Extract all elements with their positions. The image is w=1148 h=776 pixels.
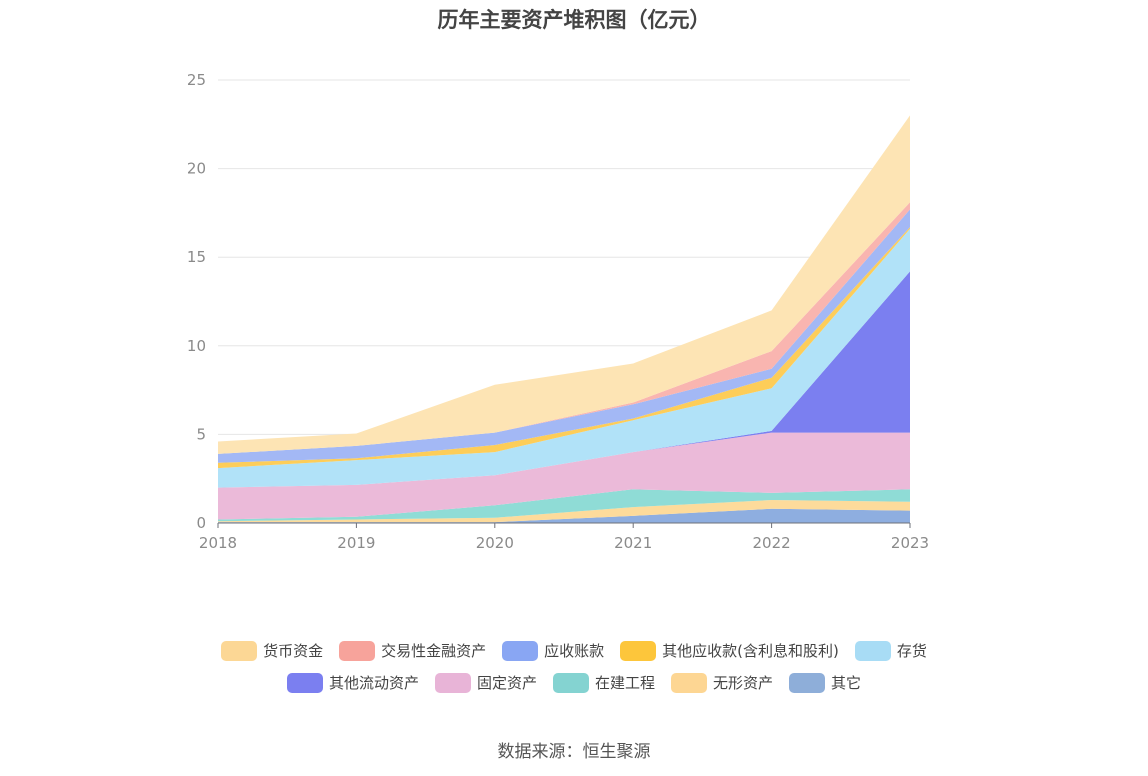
legend-swatch	[620, 640, 657, 661]
legend-row-1: 货币资金 交易性金融资产 应收账款 其他应收款(含利息和股利) 存货	[0, 640, 1148, 661]
area-series-layer	[218, 115, 910, 523]
area-series-存货	[218, 228, 910, 488]
axes: 0 5 10 15 20 25 2018 2019 2020 2021 2022 2023	[187, 71, 929, 552]
x-tick-label: 2018	[199, 534, 237, 552]
legend-label: 应收账款	[544, 642, 605, 660]
legend-label: 其他应收款(含利息和股利)	[662, 642, 839, 660]
legend-item-intangible[interactable]: 无形资产	[671, 672, 773, 693]
data-source-note: 数据来源：恒生聚源	[497, 742, 651, 762]
legend-swatch	[789, 672, 826, 693]
legend-item-receivables[interactable]: 应收账款	[502, 640, 604, 661]
y-tick-label: 15	[187, 248, 206, 266]
x-tick-label: 2019	[337, 534, 375, 552]
y-tick-label: 25	[187, 71, 206, 89]
chart-title: 历年主要资产堆积图（亿元）	[437, 8, 711, 32]
area-series-无形资产	[218, 500, 910, 523]
legend-label: 其他流动资产	[328, 674, 419, 692]
legend-label: 存货	[896, 642, 927, 660]
legend-item-construction[interactable]: 在建工程	[552, 672, 655, 693]
legend-swatch	[286, 672, 323, 693]
legend-item-other-current-assets[interactable]: 其他流动资产	[286, 672, 419, 693]
y-tick-label: 10	[187, 337, 206, 355]
legend-item-cash[interactable]: 货币资金	[221, 640, 323, 661]
x-tick-label: 2021	[614, 534, 652, 552]
legend-label: 货币资金	[263, 642, 324, 660]
y-tick-label: 0	[196, 514, 206, 532]
y-tick-label: 5	[196, 425, 206, 443]
legend-swatch	[221, 640, 258, 661]
area-series-其它	[218, 508, 910, 523]
legend-item-fixed-assets[interactable]: 固定资产	[434, 672, 537, 693]
legend-item-other-receivables[interactable]: 其他应收款(含利息和股利)	[620, 640, 839, 661]
legend-label: 交易性金融资产	[381, 642, 487, 660]
stacked-area-chart: 0 5 10 15 20 25 2018 2019 2020 2021 2022 2023	[187, 71, 929, 552]
y-tick-label: 20	[187, 160, 206, 178]
legend-row-2: 其他流动资产 固定资产 在建工程 无形资产 其它	[0, 672, 1148, 693]
x-tick-label: 2022	[753, 534, 791, 552]
legend-swatch	[671, 672, 707, 693]
area-series-在建工程	[218, 489, 910, 522]
x-tick-label: 2023	[891, 534, 929, 552]
legend-label: 在建工程	[594, 674, 655, 692]
legend-item-others[interactable]: 其它	[789, 672, 861, 693]
legend-label: 其它	[831, 674, 862, 692]
legend-label: 无形资产	[713, 674, 774, 692]
legend-item-inventory[interactable]: 存货	[854, 640, 927, 661]
legend-swatch	[502, 640, 539, 661]
legend-swatch	[854, 640, 891, 661]
area-series-固定资产	[218, 432, 910, 520]
legend-swatch	[339, 640, 376, 661]
area-series-货币资金	[218, 115, 910, 454]
x-tick-label: 2020	[476, 534, 514, 552]
legend-item-trading-assets[interactable]: 交易性金融资产	[339, 640, 486, 661]
legend-label: 固定资产	[476, 674, 537, 692]
legend-swatch	[552, 672, 589, 693]
legend-swatch	[434, 672, 471, 693]
